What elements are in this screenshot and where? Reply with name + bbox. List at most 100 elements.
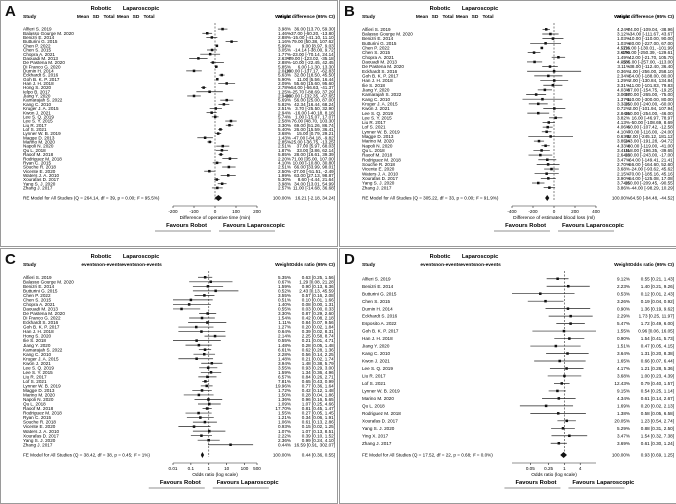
point-estimate	[546, 125, 549, 129]
study-weight: 0.53%	[617, 291, 630, 296]
point-estimate	[557, 56, 560, 59]
pooled-model-label: FE Model for All Studies (Q = 38.42, df …	[23, 453, 150, 458]
group-name-robotic: Robotic	[91, 254, 112, 260]
point-estimate	[210, 48, 214, 52]
study-name: Rodriguez M. 2018	[362, 411, 401, 416]
study-name: Alfieri S. 2019	[23, 275, 52, 280]
study-ci: 0.84 [0.07, 9.56]	[302, 320, 335, 325]
study-name: Dumin H. 2014	[362, 306, 393, 311]
study-weight: 3.33%	[617, 101, 630, 106]
point-estimate	[225, 98, 229, 102]
point-estimate	[206, 321, 209, 324]
study-name: Kwon J. 2021	[362, 106, 390, 111]
study-name: Ielpo B. 2017	[23, 89, 51, 94]
study-name: Han J. H. 2018	[23, 329, 54, 334]
study-ci: 37.00 [5.97, 68.03]	[297, 144, 335, 149]
study-ci: -150.00 [-209.45, -90.55]	[623, 181, 674, 186]
pooled-ci: 0.44 [0.36, 0.55]	[302, 453, 335, 458]
study-weight: 2.51%	[278, 106, 291, 111]
study-ci: 0.57 [0.16, 2.08]	[302, 293, 335, 298]
point-estimate	[566, 307, 570, 310]
point-estimate	[551, 37, 555, 40]
study-weight: 3.30%	[278, 311, 291, 316]
study-ci: -38.00 [-112.40, 36.40]	[628, 64, 674, 69]
x-tick-label: 200	[253, 209, 261, 214]
study-name: Jiang Y. 2020	[362, 344, 390, 349]
point-estimate	[219, 153, 223, 156]
study-name: Han J. H. 2018	[362, 78, 393, 83]
point-estimate	[229, 443, 232, 446]
point-estimate	[192, 425, 196, 428]
study-name: Souche R. 2018	[23, 420, 56, 425]
x-tick-label: 0.05	[526, 466, 535, 471]
column-header: events	[460, 262, 476, 268]
study-ci: 1.31 [0.20, 8.38]	[641, 351, 674, 356]
study-name: Daouadi M. 2013	[23, 56, 58, 61]
study-ci: -37.00 [-60.20, -13.80]	[290, 31, 335, 36]
study-ci: -16.00 [-40.18, 8.18]	[294, 110, 335, 115]
study-name: De Pastena M. 2020	[362, 64, 404, 69]
point-estimate	[227, 165, 231, 169]
study-ci: -143.00 [-191.28, -94.72]	[623, 139, 674, 144]
point-estimate	[552, 69, 556, 73]
point-estimate	[550, 167, 553, 171]
x-tick-label: -400	[507, 209, 517, 214]
study-weight: 5.40%	[278, 127, 291, 132]
study-weight: 5.63%	[278, 73, 291, 78]
column-header: Study	[362, 262, 376, 268]
point-estimate	[216, 132, 220, 135]
point-estimate	[197, 393, 201, 397]
study-name: Lee S. Q. 2019	[362, 366, 393, 371]
study-weight: 4.03%	[617, 87, 630, 92]
study-weight: 0.72%	[617, 106, 630, 111]
study-name: Yang S. J. 2020	[362, 426, 395, 431]
study-ci: 8.60 [-4.44, 21.64]	[298, 177, 335, 182]
study-weight: 3.47%	[617, 433, 630, 438]
study-ci: 66.00 [33.99, 98.01]	[294, 165, 335, 170]
study-ci: 0.56 [0.14, 2.25]	[302, 352, 335, 357]
point-estimate	[544, 299, 547, 303]
study-weight: 2.84%	[617, 111, 630, 116]
study-weight: 0.52%	[278, 288, 291, 293]
study-name: Lee S. Q. 2019	[23, 114, 54, 119]
study-name: Eckhardt S. 2016	[362, 69, 398, 74]
study-name: Chen S. 2015	[23, 297, 52, 302]
group-name-laparoscopic: Laparoscopic	[462, 254, 498, 260]
study-weight: 7.81%	[278, 379, 291, 384]
point-estimate	[206, 285, 210, 288]
point-estimate	[208, 429, 211, 433]
point-estimate	[213, 334, 217, 338]
panel-label-a: A	[5, 3, 16, 20]
study-ci: 1.07 [0.25, 4.66]	[302, 402, 335, 407]
study-ci: 1.07 [0.13, 8.51]	[302, 429, 335, 434]
x-axis-label: Odds ratio (log scale)	[192, 472, 238, 478]
study-weight: 1.87%	[278, 148, 291, 153]
study-weight: 2.36%	[278, 438, 291, 443]
study-name: Lynner W. B. 2019	[23, 383, 61, 388]
point-estimate	[540, 46, 544, 50]
study-ci: -54.00 [-125.08, 17.08]	[628, 176, 674, 181]
study-weight: 1.03%	[617, 41, 630, 46]
point-estimate	[220, 149, 224, 152]
study-ci: 9.00 [8.97, 9.03]	[302, 43, 335, 48]
column-header: Mean	[117, 14, 129, 20]
study-ci: 0.61 [0.14, 2.67]	[641, 396, 674, 401]
study-weight: 4.24%	[617, 27, 630, 32]
study-weight: 2.09%	[278, 81, 291, 86]
study-ci: 1.36 [0.19, 9.62]	[641, 306, 674, 311]
study-name: Hong S. 2020	[23, 334, 52, 339]
point-estimate	[208, 402, 211, 406]
study-ci: -44.00 [-98.29, 10.29]	[630, 185, 674, 190]
study-ci: 0.96 [0.16, 5.65]	[302, 397, 335, 402]
study-ci: 0.15 [0.02, 1.25]	[302, 424, 335, 429]
study-weight: 2.57%	[278, 186, 291, 191]
point-estimate	[192, 69, 196, 73]
study-weight: 2.51%	[278, 144, 291, 149]
study-name: Daouadi M. 2013	[23, 307, 58, 312]
point-estimate	[209, 371, 213, 374]
study-ci: 0.08 [0.00, 1.31]	[302, 302, 335, 307]
study-name: Alfieri S. 2019	[23, 27, 52, 32]
column-header: Mean	[77, 14, 89, 20]
pooled-diamond	[560, 452, 567, 458]
study-ci: -47.00 [-84.18, -9.82]	[292, 135, 335, 140]
